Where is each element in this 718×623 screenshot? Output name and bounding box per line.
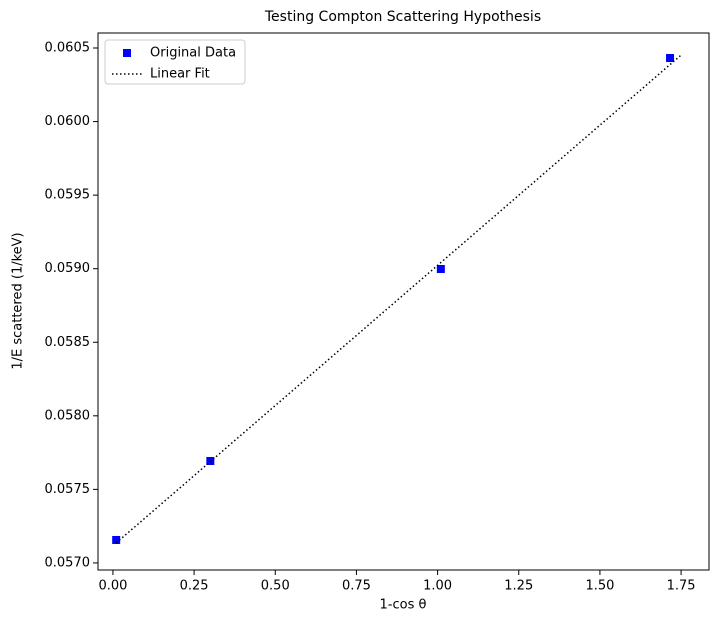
y-tick-label: 0.0600 [45, 114, 91, 129]
y-tick-label: 0.0585 [45, 335, 91, 350]
x-tick-label: 1.25 [504, 579, 533, 594]
fit-line [115, 54, 682, 544]
data-point [112, 535, 121, 544]
x-tick-label: 0.75 [342, 579, 371, 594]
y-tick-label: 0.0580 [45, 408, 91, 423]
y-tick-label: 0.0590 [45, 261, 91, 276]
x-tick-label: 1.00 [423, 579, 452, 594]
x-tick-label: 0.50 [261, 579, 290, 594]
x-tick-label: 1.50 [585, 579, 614, 594]
legend-label: Original Data [150, 46, 236, 61]
y-tick-label: 0.0575 [45, 482, 91, 497]
y-tick-label: 0.0570 [45, 555, 91, 570]
legend-marker [123, 49, 131, 57]
chart-title: Testing Compton Scattering Hypothesis [264, 9, 541, 25]
data-point [436, 264, 445, 273]
y-tick-label: 0.0595 [45, 188, 91, 203]
x-tick-label: 1.75 [667, 579, 696, 594]
y-axis-label: 1/E scattered (1/keV) [11, 232, 26, 369]
x-axis-label: 1-cos θ [380, 598, 427, 613]
x-tick-label: 0.00 [98, 579, 127, 594]
legend-box [104, 39, 246, 85]
x-tick-label: 0.25 [180, 579, 209, 594]
plot-frame [97, 32, 710, 571]
y-tick-label: 0.0605 [45, 41, 91, 56]
legend-label: Linear Fit [150, 67, 210, 82]
data-point [666, 54, 675, 63]
